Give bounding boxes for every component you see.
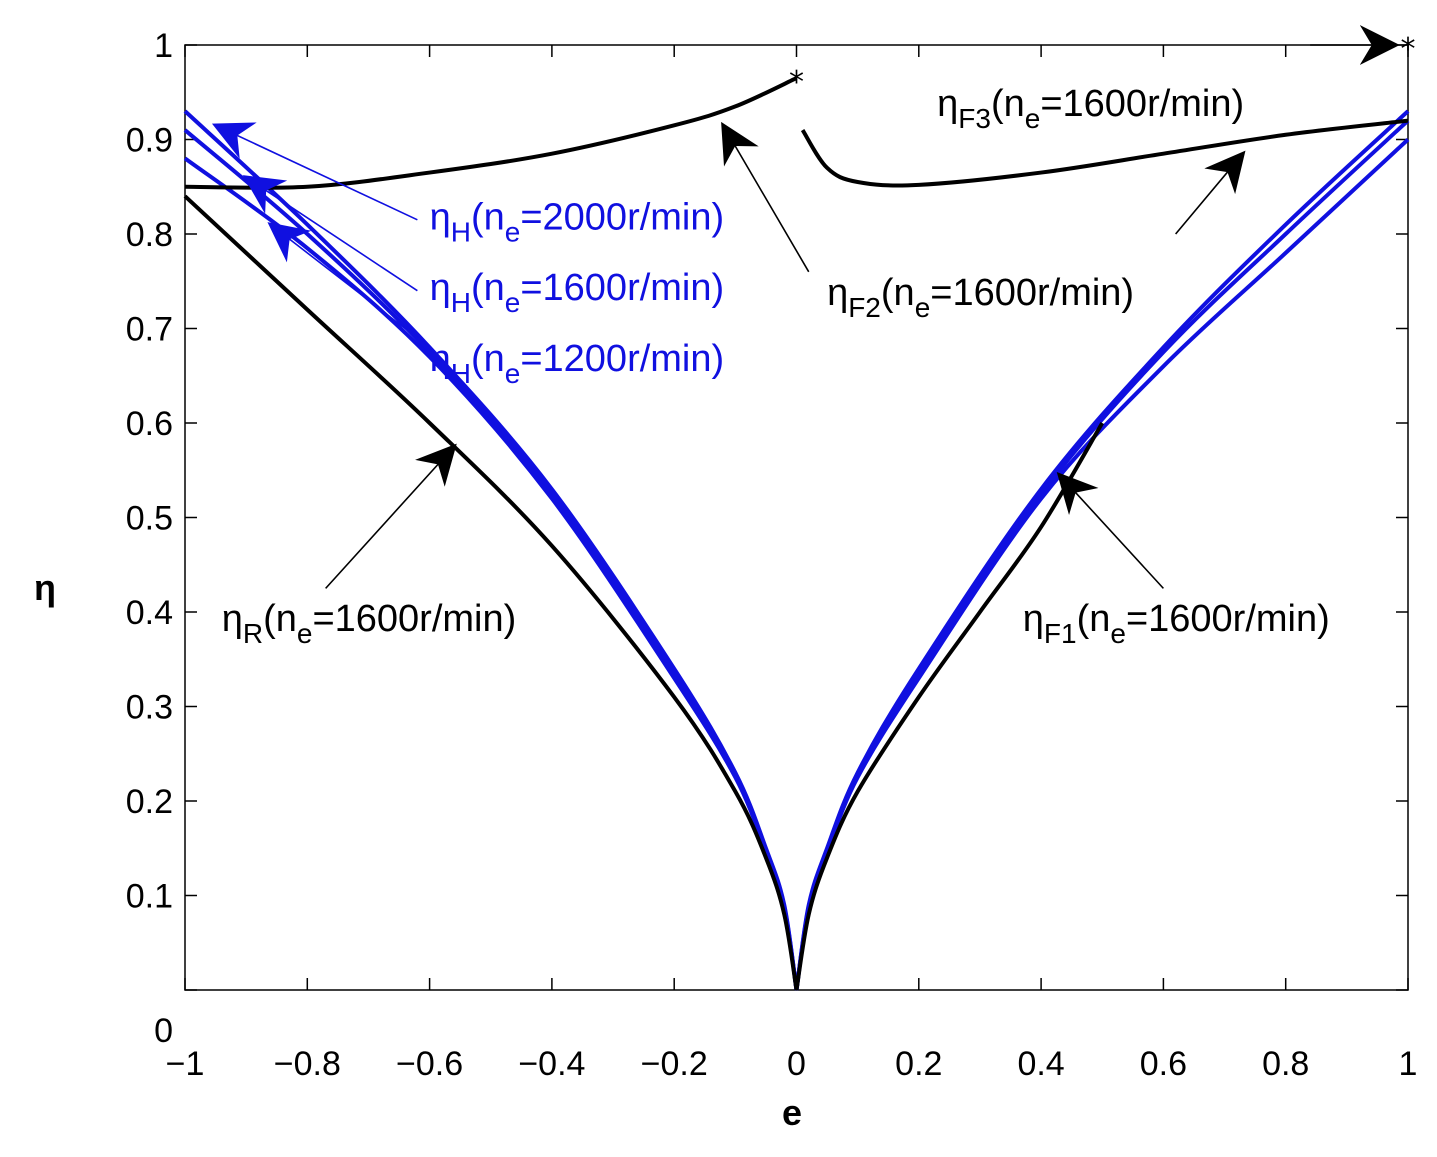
y-tick-label: 0 <box>154 1012 173 1050</box>
y-tick-label: 0.3 <box>126 689 173 727</box>
series-line-2 <box>183 156 799 991</box>
annotation-layer: ηH(ne=2000r/min)ηH(ne=1600r/min)ηH(ne=12… <box>211 25 1400 649</box>
label-eta-r-part: R <box>243 618 263 649</box>
series-line-6 <box>183 194 799 991</box>
label-eta-f3-part: e <box>1025 103 1041 134</box>
x-tick-label: 0.8 <box>1262 1045 1309 1083</box>
series-line-1 <box>183 128 799 991</box>
label-eta-f1-arrow <box>1056 472 1164 589</box>
label-eta-h-1200: ηH(ne=1200r/min) <box>430 338 725 389</box>
tick-label-layer: −1 −0.8 −0.6 −0.4 −0.2 0 0.2 0.4 0.6 0.8 1 0 0.1 0.2 0… <box>126 27 1418 1083</box>
marker-layer: ** <box>789 32 1416 100</box>
plot-frame-layer <box>184 44 1409 991</box>
x-tick-label: 0.2 <box>895 1045 942 1083</box>
label-eta-f2-part: =1600r/min) <box>930 272 1134 314</box>
x-tick-label: 0.6 <box>1140 1045 1187 1083</box>
label-eta-f2-part: F2 <box>848 292 881 323</box>
series-line-8 <box>184 76 798 190</box>
label-eta-f2-part: (n <box>881 272 915 314</box>
label-eta-f1-part: F1 <box>1044 618 1077 649</box>
label-eta-f1-part: e <box>1110 618 1126 649</box>
label-eta-f1-part: η <box>1023 598 1044 640</box>
x-tick-label: 0.4 <box>1017 1045 1064 1083</box>
label-eta-h-1600-part: (n <box>471 267 505 309</box>
series-layer <box>183 76 1410 991</box>
series-line-9 <box>800 118 1409 188</box>
label-eta-h-2000-part: e <box>505 216 521 247</box>
label-eta-h-2000-part: H <box>451 216 471 247</box>
label-eta-r-part: e <box>297 618 313 649</box>
label-eta-h-2000-part: =2000r/min) <box>520 196 724 238</box>
label-eta-h-1600-part: η <box>430 267 451 309</box>
label-eta-r-part: (n <box>263 598 297 640</box>
label-eta-h-1200-part: e <box>505 358 521 389</box>
label-eta-h-2000-part: η <box>430 196 451 238</box>
label-eta-h-1200-part: =1200r/min) <box>520 338 724 380</box>
label-eta-h-2000-arrow <box>211 122 418 221</box>
label-eta-h-1200-part: η <box>430 338 451 380</box>
y-tick-label: 0.7 <box>126 311 173 349</box>
x-tick-label: −0.2 <box>641 1045 708 1083</box>
x-tick-label: −1 <box>166 1045 205 1083</box>
x-tick-label: 1 <box>1399 1045 1418 1083</box>
label-eta-f3: ηF3(ne=1600r/min) <box>937 83 1244 134</box>
y-tick-label: 0.6 <box>126 405 173 443</box>
y-tick-label: 0.8 <box>126 216 173 254</box>
label-eta-h-1600-arrow <box>242 175 418 292</box>
star-F2-end: * <box>789 65 804 100</box>
plot-frame <box>184 44 1409 991</box>
label-eta-h-1200-part: (n <box>471 338 505 380</box>
y-axis-title: η <box>34 567 56 608</box>
y-tick-label: 0.9 <box>126 122 173 160</box>
label-eta-r-part: η <box>222 598 243 640</box>
y-tick-label: 0.4 <box>126 594 173 632</box>
label-eta-h-2000: ηH(ne=2000r/min) <box>430 196 725 247</box>
series-line-4 <box>794 119 1410 991</box>
series-line-5 <box>794 138 1410 991</box>
y-tick-label: 0.5 <box>126 500 173 538</box>
y-tick-label: 1 <box>154 27 173 65</box>
label-eta-f3-arrow <box>1175 150 1246 235</box>
x-tick-label: −0.6 <box>396 1045 463 1083</box>
label-eta-r-arrow <box>325 443 457 589</box>
x-tick-label: 0 <box>787 1045 806 1083</box>
label-eta-f3-part: η <box>937 83 958 125</box>
label-eta-f3-part: (n <box>991 83 1025 125</box>
label-eta-f1-part: =1600r/min) <box>1126 598 1330 640</box>
x-tick-label: −0.8 <box>274 1045 341 1083</box>
label-eta-f1-part: (n <box>1077 598 1111 640</box>
label-eta-r-part: =1600r/min) <box>312 598 516 640</box>
label-eta-f2-part: e <box>915 292 931 323</box>
label-eta-f2-part: η <box>827 272 848 314</box>
label-eta-r: ηR(ne=1600r/min) <box>222 598 517 649</box>
label-eta-h-1600: ηH(ne=1600r/min) <box>430 267 725 318</box>
label-eta-f3-part: F3 <box>958 103 991 134</box>
y-tick-label: 0.2 <box>126 783 173 821</box>
x-axis-title: e <box>782 1092 802 1133</box>
star-F3-end: * <box>1401 32 1416 67</box>
label-eta-h-1600-part: H <box>451 287 471 318</box>
label-eta-h-2000-part: (n <box>471 196 505 238</box>
series-line-7 <box>794 421 1104 991</box>
label-eta-h-1600-part: e <box>505 287 521 318</box>
label-eta-f1: ηF1(ne=1600r/min) <box>1023 598 1330 649</box>
x-tick-label: −0.4 <box>518 1045 585 1083</box>
label-eta-f2-arrow <box>721 121 810 273</box>
y-tick-label: 0.1 <box>126 878 173 916</box>
label-eta-f2: ηF2(ne=1600r/min) <box>827 272 1134 323</box>
label-eta-f3-part: =1600r/min) <box>1040 83 1244 125</box>
label-eta-h-1200-part: H <box>451 358 471 389</box>
series-line-3 <box>794 109 1410 991</box>
series-line-0 <box>183 109 799 991</box>
label-eta-h-1200-arrow <box>267 222 418 339</box>
label-eta-h-1600-part: =1600r/min) <box>520 267 724 309</box>
